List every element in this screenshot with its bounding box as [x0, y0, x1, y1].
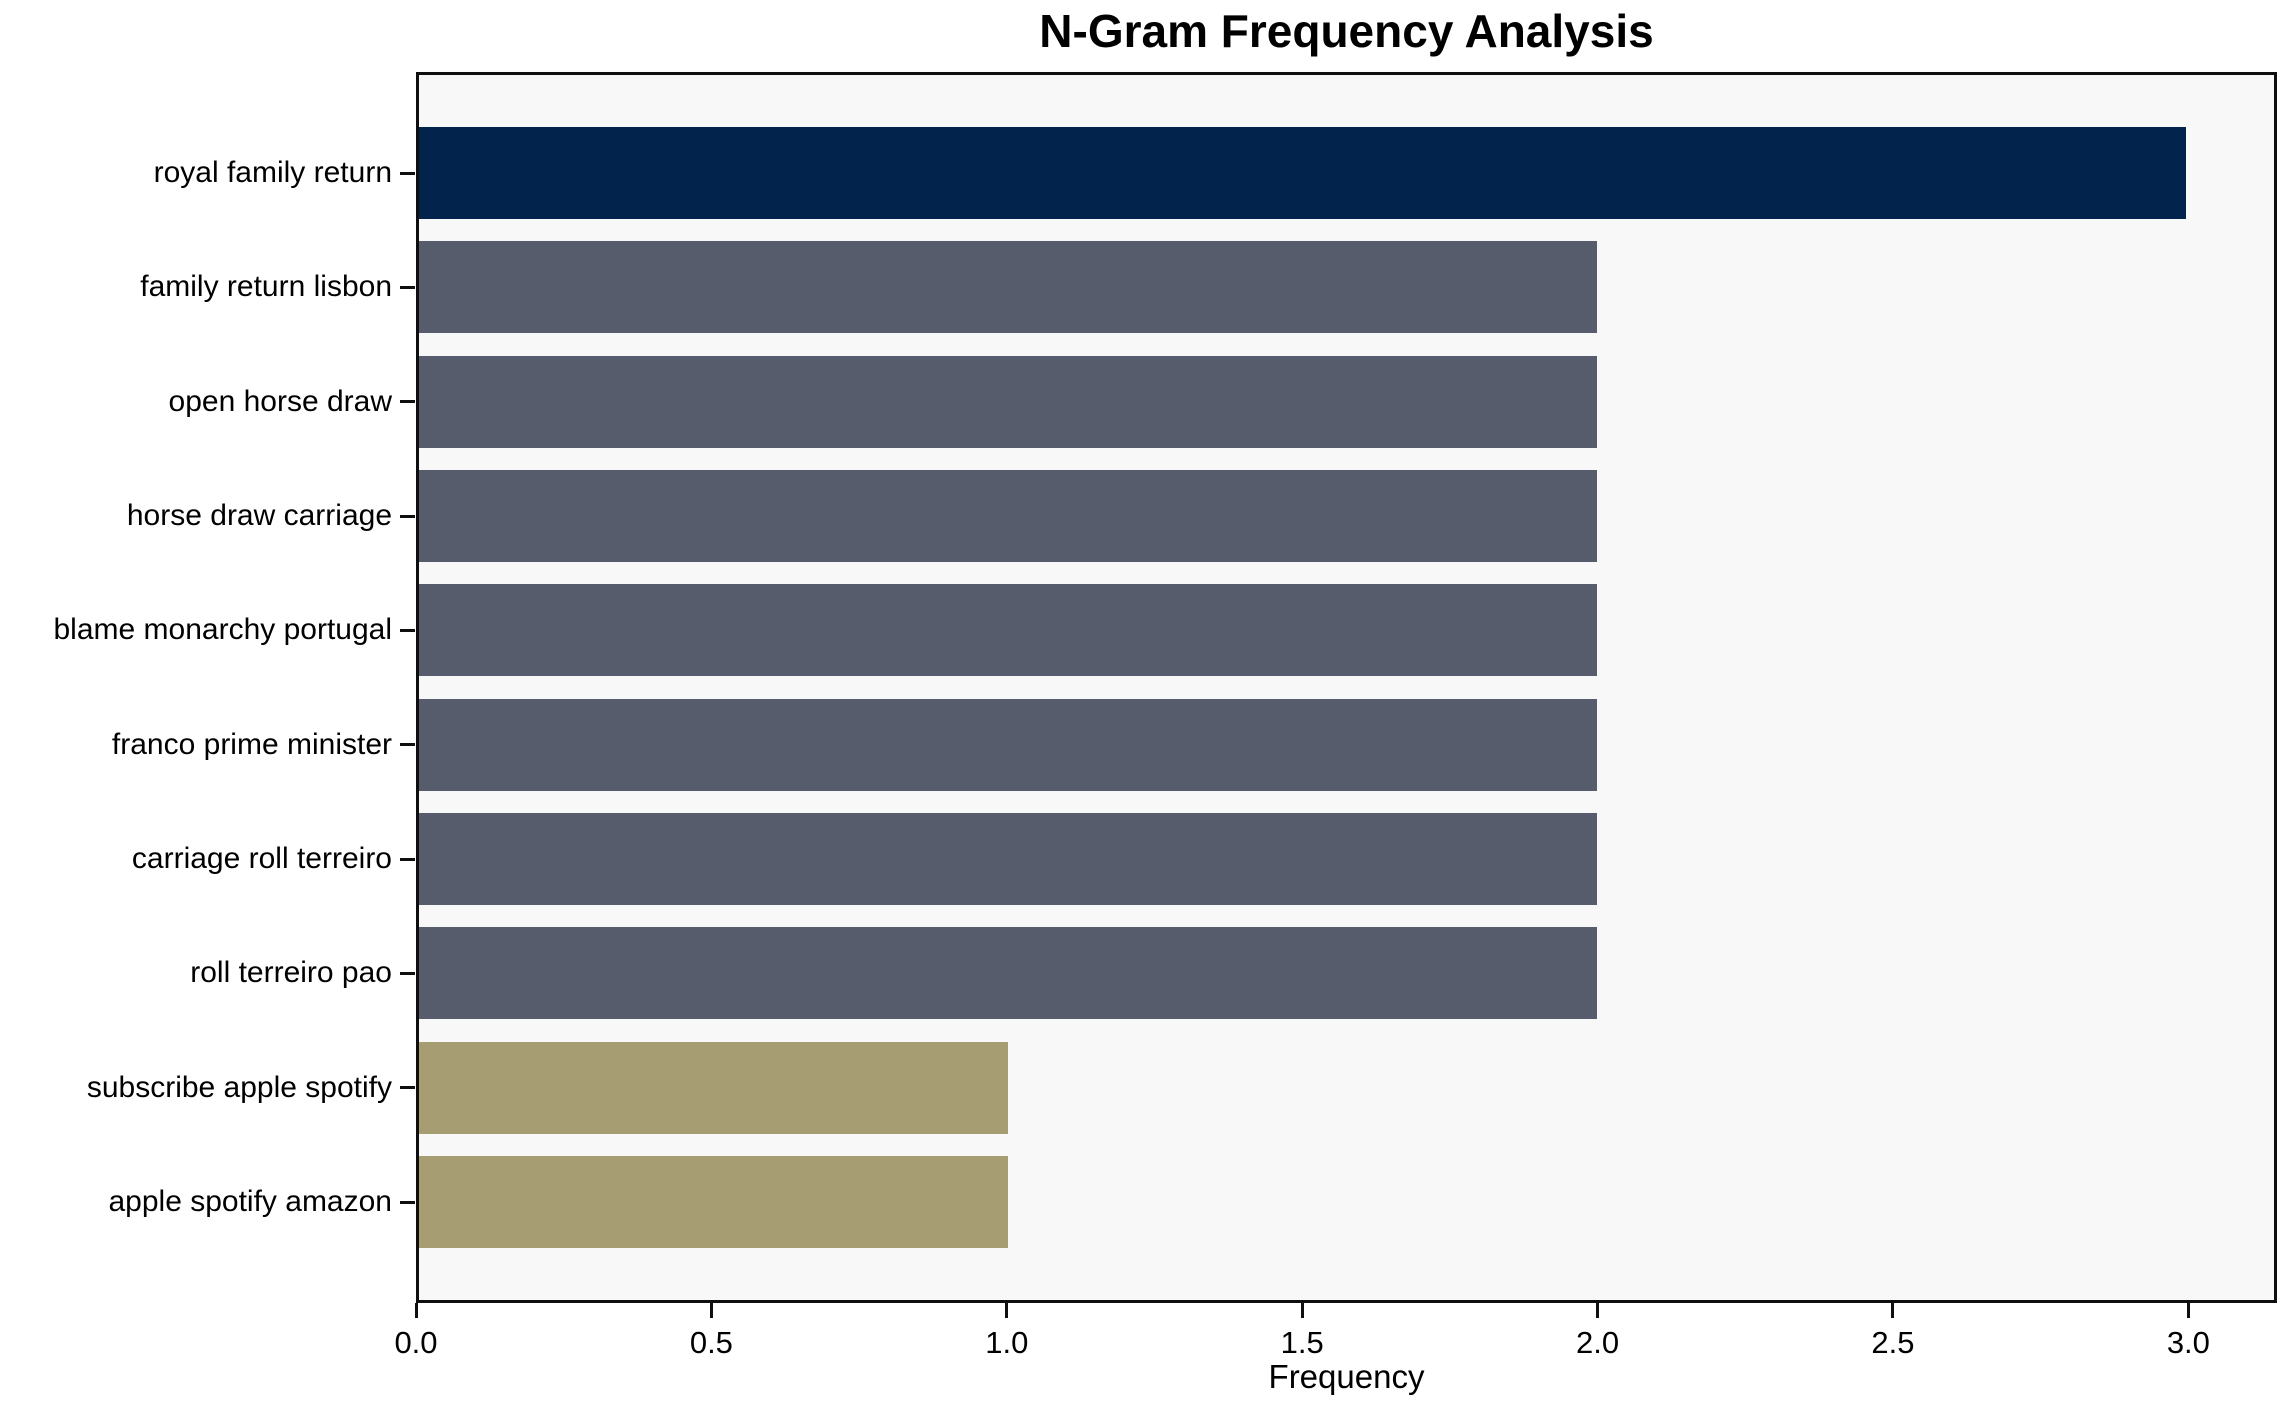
- x-tick-label: 1.0: [985, 1325, 1029, 1360]
- y-tick-label: royal family return: [153, 156, 392, 189]
- bar: [419, 698, 1597, 791]
- x-tick-mark: [2186, 1303, 2190, 1318]
- y-tick-label: apple spotify amazon: [108, 1185, 392, 1218]
- x-tick-mark: [1300, 1303, 1304, 1318]
- y-tick-mark: [400, 628, 415, 632]
- y-tick-mark: [400, 171, 415, 175]
- bar: [419, 355, 1597, 448]
- bars-layer: [419, 75, 2274, 1300]
- y-tick-label: open horse draw: [168, 384, 392, 418]
- bar: [419, 813, 1597, 905]
- y-tick-mark: [400, 1200, 415, 1204]
- x-tick-mark: [414, 1303, 418, 1318]
- chart-title: N-Gram Frequency Analysis: [1039, 5, 1654, 57]
- y-tick-mark: [400, 743, 415, 747]
- y-tick-label: carriage roll terreiro: [131, 842, 392, 875]
- y-tick-label: roll terreiro pao: [190, 956, 392, 990]
- y-tick-mark: [400, 514, 415, 518]
- x-tick-label: 1.5: [1280, 1325, 1324, 1360]
- bar: [419, 127, 2186, 219]
- x-tick-mark: [709, 1303, 713, 1318]
- x-tick-mark: [1005, 1303, 1009, 1318]
- x-tick-label: 2.5: [1871, 1325, 1915, 1360]
- x-tick-label: 0.5: [689, 1325, 733, 1360]
- y-tick-label: franco prime minister: [111, 727, 392, 761]
- bar: [419, 470, 1597, 562]
- y-tick-label: family return lisbon: [140, 270, 392, 304]
- y-tick-label: subscribe apple spotify: [86, 1070, 392, 1104]
- y-tick-label: blame monarchy portugal: [53, 613, 392, 647]
- x-tick-mark: [1596, 1303, 1600, 1318]
- x-tick-mark: [1891, 1303, 1895, 1318]
- bar: [419, 584, 1597, 677]
- y-tick-mark: [400, 400, 415, 404]
- x-axis-label: Frequency: [1268, 1358, 1425, 1395]
- x-tick-label: 2.0: [1576, 1325, 1620, 1360]
- y-tick-label: horse draw carriage: [126, 499, 392, 532]
- y-tick-mark: [400, 1086, 415, 1090]
- y-tick-mark: [400, 971, 415, 975]
- y-tick-mark: [400, 285, 415, 289]
- bar: [419, 241, 1597, 334]
- bar: [419, 1156, 1008, 1248]
- bar: [419, 927, 1597, 1020]
- bar: [419, 1041, 1008, 1134]
- x-tick-label: 3.0: [2166, 1325, 2210, 1360]
- x-tick-label: 0.0: [394, 1325, 438, 1360]
- y-tick-mark: [400, 857, 415, 861]
- plot-area: [416, 72, 2277, 1303]
